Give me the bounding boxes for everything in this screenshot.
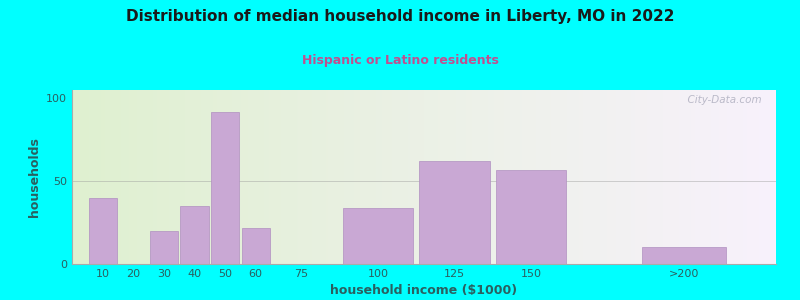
X-axis label: household income ($1000): household income ($1000) bbox=[330, 284, 518, 297]
Bar bbox=[419, 161, 490, 264]
Bar bbox=[150, 231, 178, 264]
Bar bbox=[642, 248, 726, 264]
Text: City-Data.com: City-Data.com bbox=[682, 95, 762, 105]
Bar bbox=[496, 169, 566, 264]
Text: Distribution of median household income in Liberty, MO in 2022: Distribution of median household income … bbox=[126, 9, 674, 24]
Bar bbox=[211, 112, 239, 264]
Bar bbox=[180, 206, 209, 264]
Bar bbox=[242, 227, 270, 264]
Y-axis label: households: households bbox=[27, 137, 41, 217]
Bar bbox=[89, 198, 117, 264]
Text: Hispanic or Latino residents: Hispanic or Latino residents bbox=[302, 54, 498, 67]
Bar bbox=[343, 208, 414, 264]
